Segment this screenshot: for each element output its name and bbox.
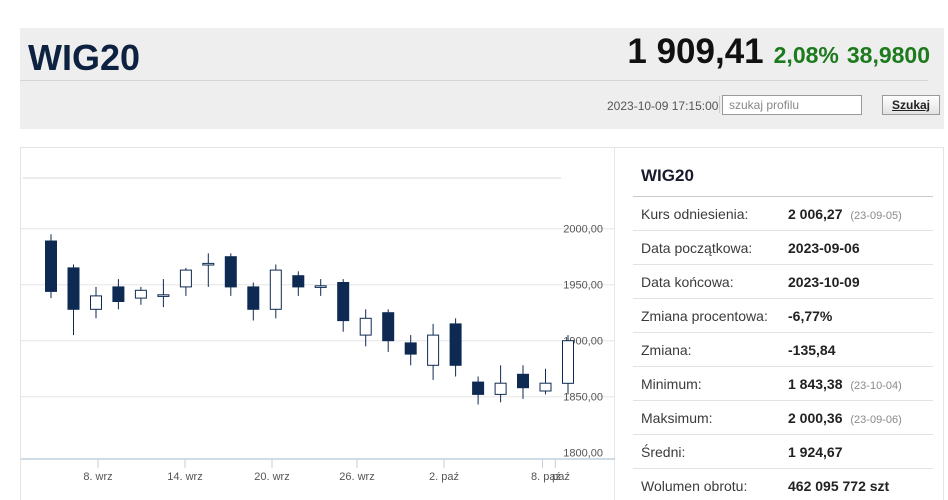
svg-text:paź: paź [552,471,570,483]
svg-text:20. wrz: 20. wrz [254,471,289,483]
svg-text:26. wrz: 26. wrz [339,471,374,483]
svg-text:8. wrz: 8. wrz [83,471,112,483]
svg-text:1950,00: 1950,00 [563,280,603,292]
svg-text:1850,00: 1850,00 [563,392,603,404]
svg-text:2000,00: 2000,00 [563,224,603,236]
svg-text:1800,00: 1800,00 [563,448,603,460]
svg-text:2. paź: 2. paź [429,471,459,483]
svg-text:14. wrz: 14. wrz [167,471,202,483]
